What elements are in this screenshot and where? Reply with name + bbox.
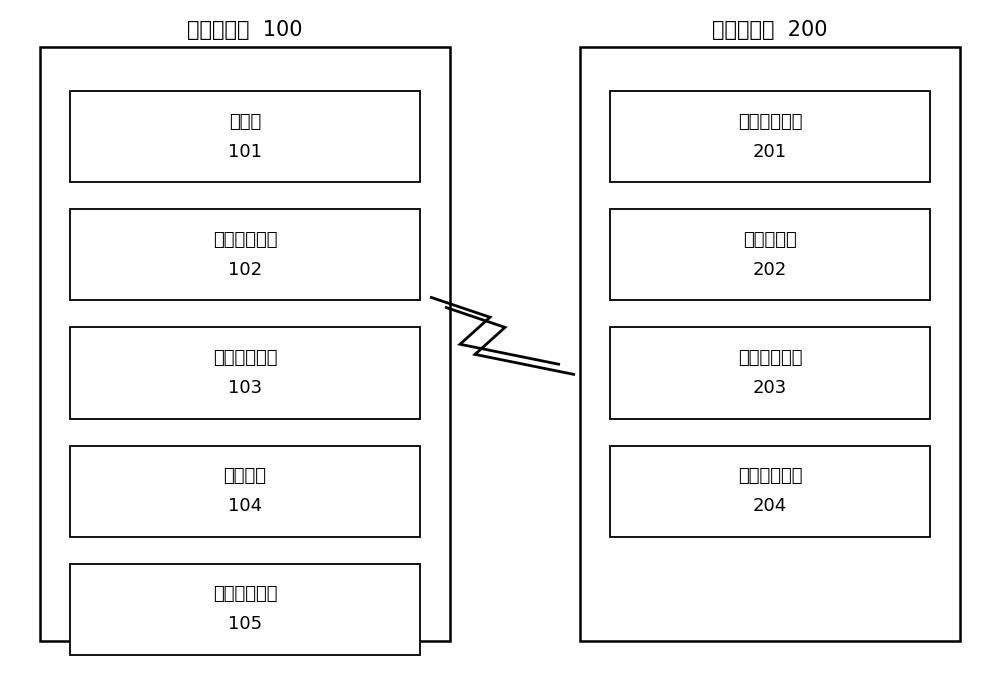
Text: 101: 101 — [228, 142, 262, 161]
Text: 105: 105 — [228, 615, 262, 633]
Text: 102: 102 — [228, 261, 262, 279]
Text: 通信模块: 通信模块 — [224, 467, 266, 485]
Text: 云存储模块: 云存储模块 — [743, 231, 797, 249]
FancyBboxPatch shape — [70, 564, 420, 655]
Text: 202: 202 — [753, 261, 787, 279]
Text: 机器人本体  100: 机器人本体 100 — [187, 20, 303, 40]
Text: 自动分析模块: 自动分析模块 — [738, 113, 802, 131]
Text: 处理器: 处理器 — [229, 113, 261, 131]
Text: 人机交互模块: 人机交互模块 — [213, 349, 277, 367]
FancyBboxPatch shape — [610, 91, 930, 182]
Text: 后台服务器  200: 后台服务器 200 — [712, 20, 828, 40]
Text: 数据收发模块: 数据收发模块 — [738, 349, 802, 367]
FancyBboxPatch shape — [70, 209, 420, 300]
FancyBboxPatch shape — [610, 446, 930, 537]
FancyBboxPatch shape — [40, 47, 450, 641]
FancyBboxPatch shape — [610, 209, 930, 300]
FancyBboxPatch shape — [70, 327, 420, 418]
Text: 移动驱动模块: 移动驱动模块 — [213, 231, 277, 249]
FancyBboxPatch shape — [610, 327, 930, 418]
Text: 位置确定模块: 位置确定模块 — [213, 585, 277, 603]
Text: 人工服务模块: 人工服务模块 — [738, 467, 802, 485]
Text: 203: 203 — [753, 379, 787, 397]
FancyBboxPatch shape — [70, 446, 420, 537]
FancyBboxPatch shape — [70, 91, 420, 182]
Text: 204: 204 — [753, 497, 787, 515]
FancyBboxPatch shape — [580, 47, 960, 641]
Text: 104: 104 — [228, 497, 262, 515]
Text: 103: 103 — [228, 379, 262, 397]
Text: 201: 201 — [753, 142, 787, 161]
